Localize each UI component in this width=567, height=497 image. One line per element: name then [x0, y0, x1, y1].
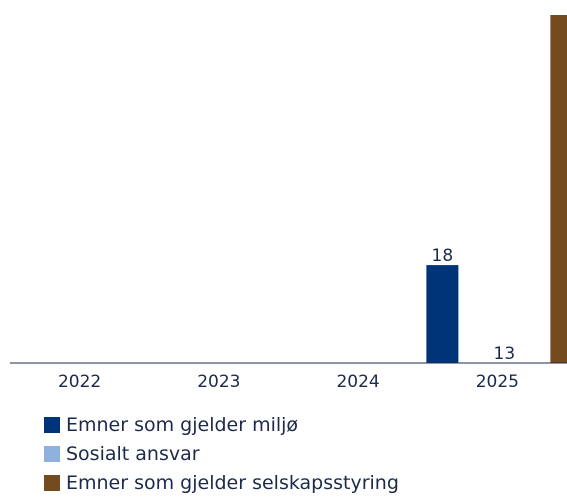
- legend-label-miljo: Emner som gjelder miljø: [66, 413, 299, 436]
- bar-emner-som-gjelder-milj-2025: [426, 265, 459, 363]
- value-label-sosialt-ansvar-2025: 13: [494, 344, 516, 364]
- x-tick-label-2024: 2024: [336, 372, 379, 392]
- value-label-emner-som-gjelder-milj-2025: 18: [432, 246, 454, 266]
- x-tick-label-2025: 2025: [476, 372, 519, 392]
- legend-swatch-sosialt: [44, 445, 60, 462]
- x-tick-label-2022: 2022: [58, 372, 101, 392]
- legend-label-sosialt: Sosialt ansvar: [66, 442, 200, 465]
- bars-group: [426, 15, 567, 363]
- legend-item-sosialt: Sosialt ansvar: [44, 439, 399, 468]
- bar-emner-som-gjelder-selskapsstyring-2025: [550, 15, 567, 363]
- legend-swatch-miljo: [44, 416, 60, 433]
- legend-label-styring: Emner som gjelder selskapsstyring: [66, 471, 399, 494]
- legend-swatch-styring: [44, 474, 60, 491]
- x-tick-label-2023: 2023: [197, 372, 240, 392]
- legend-item-styring: Emner som gjelder selskapsstyring: [44, 468, 399, 497]
- legend-item-miljo: Emner som gjelder miljø: [44, 410, 399, 439]
- x-tick-labels: 2022 2023 2024 2025: [58, 372, 519, 392]
- legend: Emner som gjelder miljø Sosialt ansvar E…: [44, 410, 399, 497]
